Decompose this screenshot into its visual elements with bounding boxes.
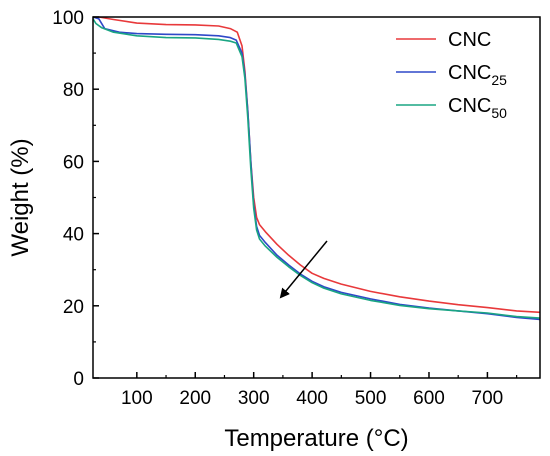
series-line-1: [98, 16, 541, 314]
y-tick-label: 0: [73, 369, 84, 390]
y-tick-label: 100: [52, 8, 84, 29]
y-tick-label: 80: [63, 80, 84, 101]
legend-label-1: CNC: [448, 29, 491, 51]
legend-label-2: CNC25: [448, 62, 507, 88]
x-tick-label: 200: [179, 388, 211, 409]
legend-label-3: CNC50: [448, 95, 507, 121]
y-tick-label: 40: [63, 225, 84, 246]
x-tick-label: 600: [413, 388, 445, 409]
x-axis-title: Temperature (°C): [224, 425, 408, 452]
trend-arrow: [279, 240, 328, 299]
y-tick-label: 60: [63, 152, 84, 173]
series-line-3: [92, 18, 541, 319]
x-tick-label: 300: [238, 388, 270, 409]
y-axis-title: Weight (%): [7, 138, 34, 256]
x-tick-label: 100: [121, 388, 153, 409]
series-layer: [92, 16, 541, 321]
ticks-layer: 100 200 300 400 500 600 700 0 20 40 60 80 100: [52, 8, 518, 409]
x-tick-label: 500: [355, 388, 387, 409]
x-tick-label: 700: [472, 388, 504, 409]
y-tick-label: 20: [63, 297, 84, 318]
x-tick-label: 400: [296, 388, 328, 409]
legend: CNC CNC25 CNC50: [396, 29, 507, 121]
